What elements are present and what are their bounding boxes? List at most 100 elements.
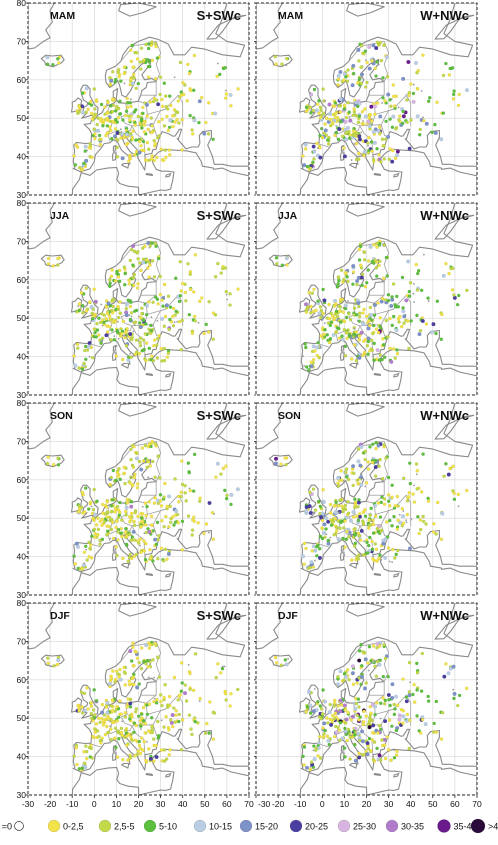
station-point bbox=[343, 344, 348, 349]
station-point bbox=[348, 732, 352, 736]
station-point bbox=[325, 716, 329, 720]
legend-swatch bbox=[470, 818, 486, 834]
station-point bbox=[313, 548, 318, 553]
station-point bbox=[390, 323, 394, 328]
station-point bbox=[235, 487, 240, 492]
station-point bbox=[163, 94, 168, 98]
station-point bbox=[87, 300, 92, 304]
station-point bbox=[362, 709, 366, 714]
station-point bbox=[321, 487, 325, 492]
station-point bbox=[393, 707, 397, 711]
station-point bbox=[336, 725, 340, 729]
station-point bbox=[128, 697, 133, 702]
station-point bbox=[153, 537, 158, 542]
station-point bbox=[158, 75, 163, 79]
station-point bbox=[382, 43, 387, 47]
lat-tick-label: 80 bbox=[17, 398, 27, 408]
station-point bbox=[333, 516, 338, 521]
station-point bbox=[412, 292, 415, 295]
station-point bbox=[180, 459, 184, 463]
station-point bbox=[394, 328, 399, 333]
legend-item: 20-25 bbox=[289, 819, 328, 833]
station-point bbox=[129, 511, 134, 516]
station-point bbox=[274, 661, 279, 665]
station-point bbox=[343, 271, 347, 275]
station-point bbox=[77, 110, 81, 114]
station-point bbox=[372, 341, 376, 346]
station-point bbox=[102, 520, 107, 524]
station-point bbox=[123, 113, 128, 118]
station-point bbox=[367, 518, 371, 522]
station-point bbox=[335, 285, 340, 289]
station-point bbox=[137, 743, 142, 748]
station-point bbox=[362, 307, 366, 312]
station-point bbox=[162, 358, 167, 363]
station-point bbox=[374, 327, 379, 331]
station-point bbox=[343, 721, 348, 725]
station-point bbox=[351, 282, 355, 286]
station-point bbox=[118, 300, 122, 304]
coastlines bbox=[28, 603, 249, 795]
station-point bbox=[105, 111, 110, 115]
station-point bbox=[302, 763, 306, 767]
station-point bbox=[100, 702, 105, 707]
station-point bbox=[129, 337, 134, 342]
lon-tick-label: 20 bbox=[134, 799, 144, 809]
station-point bbox=[215, 461, 220, 466]
station-point bbox=[367, 319, 371, 323]
station-point bbox=[139, 712, 144, 716]
station-point bbox=[440, 312, 444, 317]
station-point bbox=[284, 462, 288, 467]
station-point bbox=[80, 91, 85, 95]
station-point bbox=[372, 104, 378, 109]
station-point bbox=[229, 502, 233, 507]
station-point bbox=[353, 706, 358, 711]
station-point bbox=[124, 743, 129, 748]
station-point bbox=[324, 100, 326, 102]
station-point bbox=[373, 474, 378, 478]
station-point bbox=[77, 509, 81, 514]
station-point bbox=[368, 513, 372, 517]
station-point bbox=[127, 159, 131, 163]
station-point bbox=[144, 662, 148, 666]
station-point bbox=[400, 514, 405, 519]
station-point bbox=[393, 302, 397, 307]
station-point bbox=[128, 100, 133, 105]
station-point bbox=[340, 337, 345, 342]
station-point bbox=[94, 98, 99, 102]
station-point bbox=[123, 715, 128, 719]
station-point bbox=[113, 510, 117, 514]
station-point bbox=[273, 456, 279, 461]
panel-frame bbox=[27, 202, 250, 396]
station-point bbox=[328, 511, 333, 515]
station-point bbox=[343, 507, 348, 512]
legend: =0 0-2,5 2,5-5 5-10 10-15 15-20 20-25 25-30 30-3… bbox=[2, 818, 498, 834]
station-point bbox=[359, 444, 364, 449]
station-point bbox=[357, 649, 362, 653]
station-point bbox=[109, 504, 114, 508]
station-point bbox=[146, 664, 151, 669]
station-point bbox=[108, 125, 112, 129]
station-point bbox=[223, 266, 228, 270]
station-point bbox=[132, 110, 137, 114]
station-point bbox=[197, 321, 200, 324]
station-point bbox=[318, 734, 322, 739]
station-point bbox=[223, 665, 226, 668]
station-point bbox=[147, 729, 151, 733]
station-point bbox=[139, 544, 141, 547]
station-point bbox=[213, 513, 215, 515]
station-point bbox=[319, 515, 324, 520]
station-point bbox=[440, 511, 445, 516]
station-point bbox=[114, 669, 119, 673]
gridlines bbox=[28, 403, 249, 595]
station-point bbox=[284, 662, 289, 667]
station-point bbox=[108, 678, 113, 683]
station-point bbox=[173, 321, 176, 324]
station-point bbox=[324, 116, 329, 120]
station-point bbox=[351, 113, 356, 118]
station-point bbox=[80, 567, 85, 571]
station-point bbox=[356, 518, 361, 522]
station-point bbox=[111, 468, 116, 473]
station-point bbox=[110, 328, 114, 332]
